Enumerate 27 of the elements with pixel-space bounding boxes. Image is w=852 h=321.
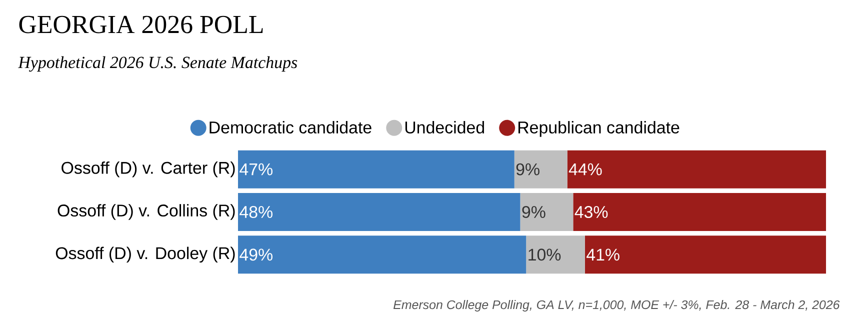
- data-label: 48%: [240, 206, 272, 218]
- data-label: 44%: [568, 163, 602, 176]
- text: Emerson College Polling, GA LV, n=1,000, MOE +/- 3%, Feb. 28 - March 2, 2026: [393, 300, 840, 312]
- bar: [514, 150, 568, 188]
- y-tick-label: Ossoff (D) v. Collins (R): [58, 204, 235, 220]
- data-label: 41%: [586, 248, 620, 261]
- data-label: 10%: [528, 248, 561, 261]
- legend-label: Democratic candidate: [210, 121, 372, 134]
- bar: [567, 150, 826, 188]
- data-label: 9%: [516, 163, 540, 176]
- chart-subtitle: Hypothetical 2026 U.S. Senate Matchups: [18, 56, 298, 72]
- data-label: 49%: [240, 248, 272, 261]
- y-tick-label: Ossoff (D) v. Carter (R): [62, 161, 235, 178]
- chart-title: GEORGIA 2026 POLL: [19, 16, 263, 34]
- bar: [520, 192, 574, 231]
- bar: [573, 192, 826, 231]
- bar: [238, 192, 520, 231]
- data-label: 47%: [240, 163, 272, 176]
- data-label: 9%: [522, 206, 546, 218]
- bar: [584, 236, 826, 274]
- bar: [238, 236, 526, 274]
- legend-label: Republican candidate: [518, 121, 680, 137]
- bar: [238, 150, 514, 188]
- data-label: 43%: [574, 206, 608, 218]
- bar: [526, 236, 585, 274]
- y-tick-label: Ossoff (D) v. Dooley (R): [56, 246, 235, 263]
- legend-label: Undecided: [405, 121, 484, 134]
